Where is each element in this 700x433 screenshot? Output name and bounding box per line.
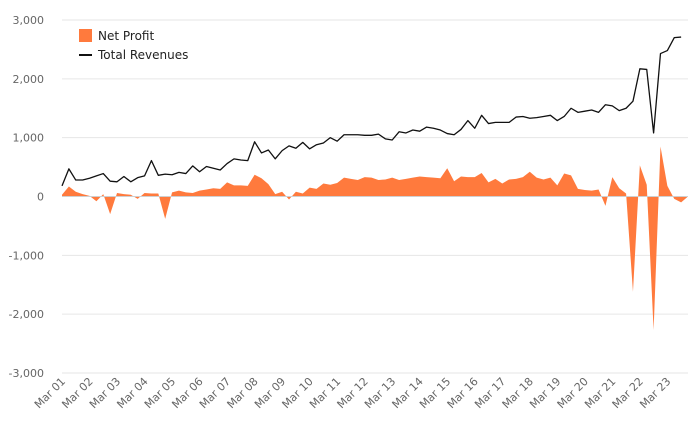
x-tick-label: Mar 23 — [637, 375, 673, 411]
y-tick-label: 0 — [37, 191, 44, 204]
net-profit-area — [62, 146, 688, 331]
y-axis: 3,000 2,000 1,000 0 -1,000 -2,000 -3,000 — [9, 14, 44, 380]
y-tick-label: -2,000 — [9, 308, 44, 321]
legend-label-net-profit: Net Profit — [98, 29, 154, 43]
y-tick-label: -3,000 — [9, 367, 44, 380]
y-tick-label: 2,000 — [13, 73, 45, 86]
y-tick-label: -1,000 — [9, 249, 44, 262]
legend-swatch-net-profit — [79, 29, 92, 42]
legend-label-total-revenues: Total Revenues — [97, 48, 188, 62]
total-revenues-line — [61, 36, 682, 187]
total-revenues-line-layer — [61, 36, 682, 187]
y-tick-label: 1,000 — [13, 132, 45, 145]
y-tick-label: 3,000 — [13, 14, 45, 27]
legend: Net Profit Total Revenues — [79, 29, 188, 62]
net-profit-area-layer — [62, 146, 688, 331]
